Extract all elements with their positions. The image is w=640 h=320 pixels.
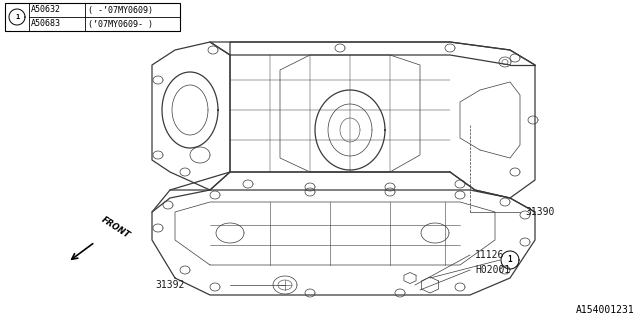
Text: 31390: 31390 (525, 207, 554, 217)
Text: 1: 1 (508, 255, 512, 265)
Text: H02001: H02001 (475, 265, 510, 275)
Text: 1: 1 (15, 14, 19, 20)
Text: A50632: A50632 (31, 5, 61, 14)
Text: FRONT: FRONT (100, 215, 132, 240)
Text: A50683: A50683 (31, 20, 61, 28)
Text: (’07MY0609- ): (’07MY0609- ) (88, 20, 153, 28)
Bar (5, 3, 180, 31)
Text: ( -’07MY0609): ( -’07MY0609) (88, 5, 153, 14)
Text: 11126: 11126 (475, 250, 504, 260)
Text: 31392: 31392 (155, 280, 184, 290)
Text: A154001231: A154001231 (576, 305, 635, 315)
